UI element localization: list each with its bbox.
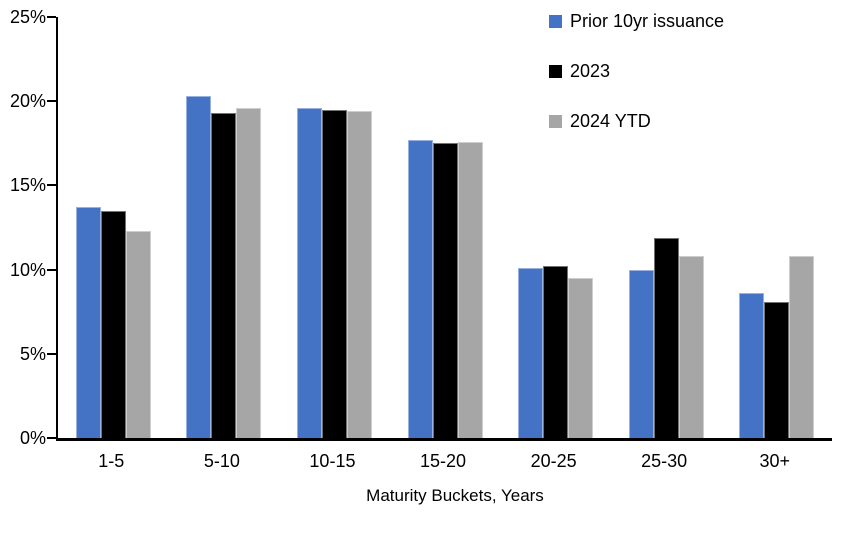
bar-2024-ytd-25-30 — [678, 256, 704, 438]
y-axis-tick-mark-20 — [47, 100, 56, 103]
y-axis-tick-label-15: 15% — [9, 175, 46, 196]
y-axis-tick-mark-5 — [47, 352, 56, 355]
y-axis-tick-label-0: 0% — [19, 428, 46, 448]
bar-2023-1-5 — [100, 210, 126, 438]
legend: Prior 10yr issuance 2023 2024 YTD — [549, 10, 724, 160]
bar-prior-10yr-issuance-10-15 — [296, 107, 322, 438]
x-axis-tick-label-30: 30+ — [759, 451, 791, 471]
legend-label: Prior 10yr issuance — [570, 11, 725, 31]
bar-group-25-30 — [611, 17, 722, 438]
bar-2023-25-30 — [653, 237, 679, 438]
bar-group-30 — [721, 17, 832, 438]
legend-label: 2024 YTD — [570, 111, 651, 131]
bar-2024-ytd-15-20 — [457, 141, 483, 438]
bar-2023-15-20 — [432, 143, 458, 438]
legend-item-2023: 2023 — [549, 60, 724, 82]
bar-2023-10-15 — [321, 109, 347, 438]
y-axis-tick-mark-0 — [47, 437, 56, 439]
bar-prior-10yr-issuance-15-20 — [407, 139, 433, 438]
bar-group-10-15 — [279, 17, 390, 438]
x-axis-tick-label-1-5: 1-5 — [98, 451, 125, 471]
x-axis-tick-label-20-25: 20-25 — [530, 451, 577, 471]
legend-item-prior-10yr-issuance: Prior 10yr issuance — [549, 10, 724, 32]
y-axis-tick-label-25: 25% — [9, 7, 46, 27]
bar-2024-ytd-5-10 — [236, 107, 262, 438]
bar-prior-10yr-issuance-5-10 — [186, 96, 212, 438]
bar-2024-ytd-10-15 — [346, 111, 372, 438]
y-axis-tick-label-10: 10% — [9, 259, 46, 280]
x-axis-labels: 1-5 5-10 10-15 15-20 20-25 25-30 30+ — [56, 450, 830, 472]
bar-prior-10yr-issuance-20-25 — [518, 267, 544, 438]
bar-group-5-10 — [169, 17, 280, 438]
y-axis-tick-label-5: 5% — [19, 343, 46, 364]
y-axis-tick-mark-15 — [47, 184, 56, 187]
bar-groups — [58, 17, 832, 438]
legend-swatch-icon — [549, 64, 562, 78]
legend-label: 2023 — [570, 61, 611, 81]
legend-item-2024-ytd: 2024 YTD — [549, 110, 724, 132]
bar-group-15-20 — [390, 17, 501, 438]
x-axis-tick-label-25-30: 25-30 — [641, 451, 688, 471]
bar-group-1-5 — [58, 17, 169, 438]
x-axis-tick-label-15-20: 15-20 — [420, 451, 467, 471]
bar-2023-20-25 — [543, 266, 569, 438]
y-axis-tick-mark-10 — [47, 268, 56, 271]
bar-prior-10yr-issuance-25-30 — [628, 269, 654, 438]
y-axis-tick-mark-25 — [47, 16, 56, 18]
x-axis-tick-label-5-10: 5-10 — [203, 451, 240, 471]
legend-swatch-icon — [549, 14, 562, 28]
plot-area — [56, 17, 832, 441]
bar-2023-5-10 — [211, 113, 237, 438]
bar-2023-30 — [764, 301, 790, 438]
bar-2024-ytd-20-25 — [568, 278, 594, 438]
legend-swatch-icon — [549, 114, 562, 128]
x-axis-title: Maturity Buckets, Years — [366, 486, 544, 505]
x-axis-tick-label-10-15: 10-15 — [309, 451, 356, 471]
bar-prior-10yr-issuance-30 — [739, 293, 765, 438]
bar-group-20-25 — [500, 17, 611, 438]
bar-prior-10yr-issuance-1-5 — [75, 207, 101, 438]
bar-2024-ytd-30 — [789, 256, 815, 438]
bar-2024-ytd-1-5 — [125, 230, 151, 438]
y-axis-tick-label-20: 20% — [9, 91, 46, 112]
